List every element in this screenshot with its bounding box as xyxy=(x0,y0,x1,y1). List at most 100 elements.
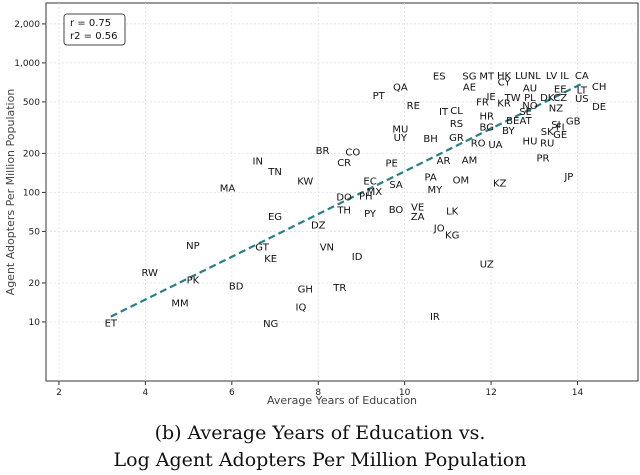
point-label-kw: KW xyxy=(297,176,313,187)
plot-area xyxy=(45,2,639,382)
y-tick-label: 1,000 xyxy=(14,59,40,69)
point-label-re: RE xyxy=(407,101,420,112)
point-label-by: BY xyxy=(502,126,515,137)
point-label-vn: VN xyxy=(320,242,334,253)
point-label-mt: MT xyxy=(479,71,495,82)
figure-caption: (b) Average Years of Education vs. Log A… xyxy=(0,420,640,474)
point-label-lu: LU xyxy=(515,71,527,82)
point-label-ve: VE xyxy=(411,203,424,214)
point-label-ch: CH xyxy=(592,82,607,93)
point-label-ec: EC xyxy=(363,177,376,188)
point-label-at: AT xyxy=(520,116,533,127)
point-label-np: NP xyxy=(186,241,200,252)
point-label-cy: CY xyxy=(498,78,512,89)
y-tick-label: 50 xyxy=(29,227,41,237)
x-tick-label: 14 xyxy=(572,388,584,398)
grid-lines xyxy=(46,3,638,381)
point-label-ar: AR xyxy=(437,156,451,167)
point-label-fr: FR xyxy=(476,97,489,108)
point-label-de: DE xyxy=(592,102,606,113)
scatter-chart: 2 4 6 8 10 12 14 10 20 50 100 200 500 1,000 2,000 ET R… xyxy=(4,2,639,407)
point-label-pt: PT xyxy=(373,91,386,102)
x-tick-label: 2 xyxy=(56,388,62,398)
point-label-it: IT xyxy=(439,107,449,118)
point-label-rs: RS xyxy=(450,119,463,130)
point-label-bg: BG xyxy=(480,122,494,133)
point-label-jp: JP xyxy=(563,172,573,183)
point-label-bo: BO xyxy=(389,205,404,216)
point-label-et: ET xyxy=(105,319,118,330)
point-label-co: CO xyxy=(345,148,360,159)
point-label-ro: RO xyxy=(471,139,486,150)
point-label-tr: TR xyxy=(332,283,346,294)
x-tick-label: 10 xyxy=(399,388,411,398)
y-tick-label: 200 xyxy=(23,149,40,159)
point-label-sg: SG xyxy=(462,72,476,83)
point-label-ke: KE xyxy=(264,254,277,265)
point-label-uz: UZ xyxy=(480,260,494,271)
point-label-kz: KZ xyxy=(493,179,507,190)
point-label-cr: CR xyxy=(337,158,351,169)
point-label-ma: MA xyxy=(220,184,236,195)
point-label-ae: AE xyxy=(463,83,476,94)
point-label-ie: IE xyxy=(486,92,495,103)
point-label-tn: TN xyxy=(267,167,282,178)
point-label-sk: SK xyxy=(541,127,554,138)
point-label-br: BR xyxy=(316,146,330,157)
point-label-do: DO xyxy=(336,193,352,204)
point-label-om: OM xyxy=(453,175,470,186)
point-label-au: AU xyxy=(523,83,537,94)
point-label-iq: IQ xyxy=(296,303,307,314)
point-label-es: ES xyxy=(433,72,446,83)
point-label-gr: GR xyxy=(449,133,464,144)
point-label-ru: RU xyxy=(540,139,554,150)
point-label-jo: JO xyxy=(433,224,445,235)
point-label-hu: HU xyxy=(523,136,538,147)
point-label-kr: KR xyxy=(497,99,511,110)
point-label-fi: FI xyxy=(556,122,565,133)
point-label-tw: TW xyxy=(504,93,521,104)
x-tick-label: 6 xyxy=(229,388,235,398)
point-label-us: US xyxy=(575,94,589,105)
point-label-ca: CA xyxy=(575,71,589,82)
y-tick-label: 500 xyxy=(23,98,40,108)
point-label-pr: PR xyxy=(536,153,549,164)
point-label-gb: GB xyxy=(566,117,581,128)
point-label-no: NO xyxy=(522,101,537,112)
point-label-sa: SA xyxy=(389,180,403,191)
point-label-ge: GE xyxy=(553,130,567,141)
point-label-eg: EG xyxy=(268,212,282,223)
point-label-cz: CZ xyxy=(553,93,567,104)
point-label-pa: PA xyxy=(424,172,436,183)
point-label-am: AM xyxy=(462,155,477,166)
stat-r2: r2 = 0.56 xyxy=(70,31,117,42)
point-label-dk: DK xyxy=(540,93,555,104)
y-tick-label: 2,000 xyxy=(14,20,40,30)
point-label-mm: MM xyxy=(171,299,188,310)
stats-box: r = 0.75 r2 = 0.56 xyxy=(63,13,126,46)
point-label-be: BE xyxy=(506,116,519,127)
stats-box-frame xyxy=(63,13,126,46)
caption-line-1: (b) Average Years of Education vs. xyxy=(154,422,486,444)
point-label-lt: LT xyxy=(577,85,588,96)
point-label-hk: HK xyxy=(497,71,512,82)
x-tick-label: 4 xyxy=(143,388,149,398)
point-label-gt: GT xyxy=(255,242,269,253)
point-label-gh: GH xyxy=(298,284,313,295)
point-label-za: ZA xyxy=(411,212,425,223)
y-tick-label: 20 xyxy=(29,279,41,289)
point-label-rw: RW xyxy=(141,268,158,279)
point-label-ee: EE xyxy=(554,84,567,95)
point-label-nl: NL xyxy=(528,71,541,82)
point-label-th: TH xyxy=(336,206,351,217)
point-label-qa: QA xyxy=(393,83,408,94)
point-label-pl: PL xyxy=(524,93,536,104)
point-label-nz: NZ xyxy=(549,103,563,114)
point-label-ph: PH xyxy=(359,191,373,202)
point-label-lk: LK xyxy=(446,206,459,217)
point-label-lv: LV xyxy=(546,71,557,82)
point-label-id: ID xyxy=(352,252,363,263)
point-label-my: MY xyxy=(428,185,444,196)
point-label-ir: IR xyxy=(430,312,440,323)
